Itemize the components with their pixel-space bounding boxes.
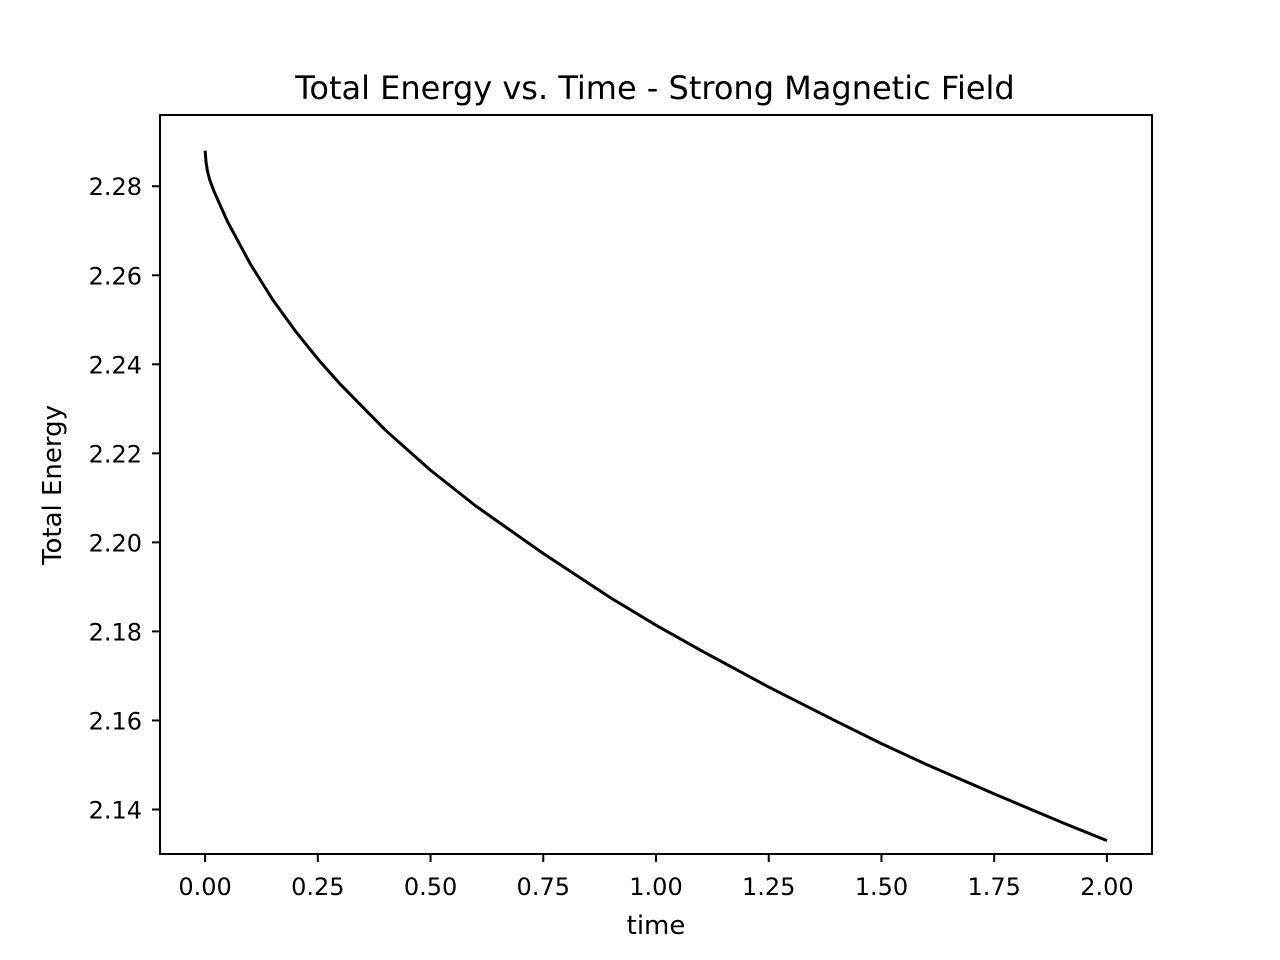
y-tick-label: 2.20 (89, 529, 142, 557)
x-tick-label: 2.00 (1080, 873, 1133, 901)
x-axis: 0.00 0.25 0.50 0.75 1.00 1.25 1.50 1.75 2.00 (178, 854, 1134, 901)
y-tick-label: 2.24 (89, 351, 142, 379)
x-tick-label: 1.25 (742, 873, 795, 901)
y-axis: 2.14 2.16 2.18 2.20 2.22 2.24 2.26 2.28 (89, 173, 160, 824)
y-tick-label: 2.16 (89, 707, 142, 735)
chart-title: Total Energy vs. Time - Strong Magnetic … (294, 69, 1014, 107)
x-tick-label: 0.50 (404, 873, 457, 901)
x-tick-label: 0.00 (178, 873, 231, 901)
x-tick-label: 1.75 (967, 873, 1020, 901)
x-tick-label: 1.00 (629, 873, 682, 901)
y-tick-label: 2.28 (89, 173, 142, 201)
y-axis-label: Total Energy (38, 405, 68, 566)
plot-area (159, 114, 1153, 855)
y-tick-label: 2.14 (89, 796, 142, 824)
x-tick-label: 1.50 (855, 873, 908, 901)
axes-frame (159, 114, 1153, 855)
y-tick-label: 2.26 (89, 262, 142, 290)
x-tick-label: 0.25 (291, 873, 344, 901)
x-axis-label: time (627, 911, 686, 941)
series-line (203, 150, 1108, 843)
y-tick-label: 2.18 (89, 618, 142, 646)
y-tick-label: 2.22 (89, 440, 142, 468)
x-tick-label: 0.75 (517, 873, 570, 901)
series-layer (203, 150, 1108, 843)
